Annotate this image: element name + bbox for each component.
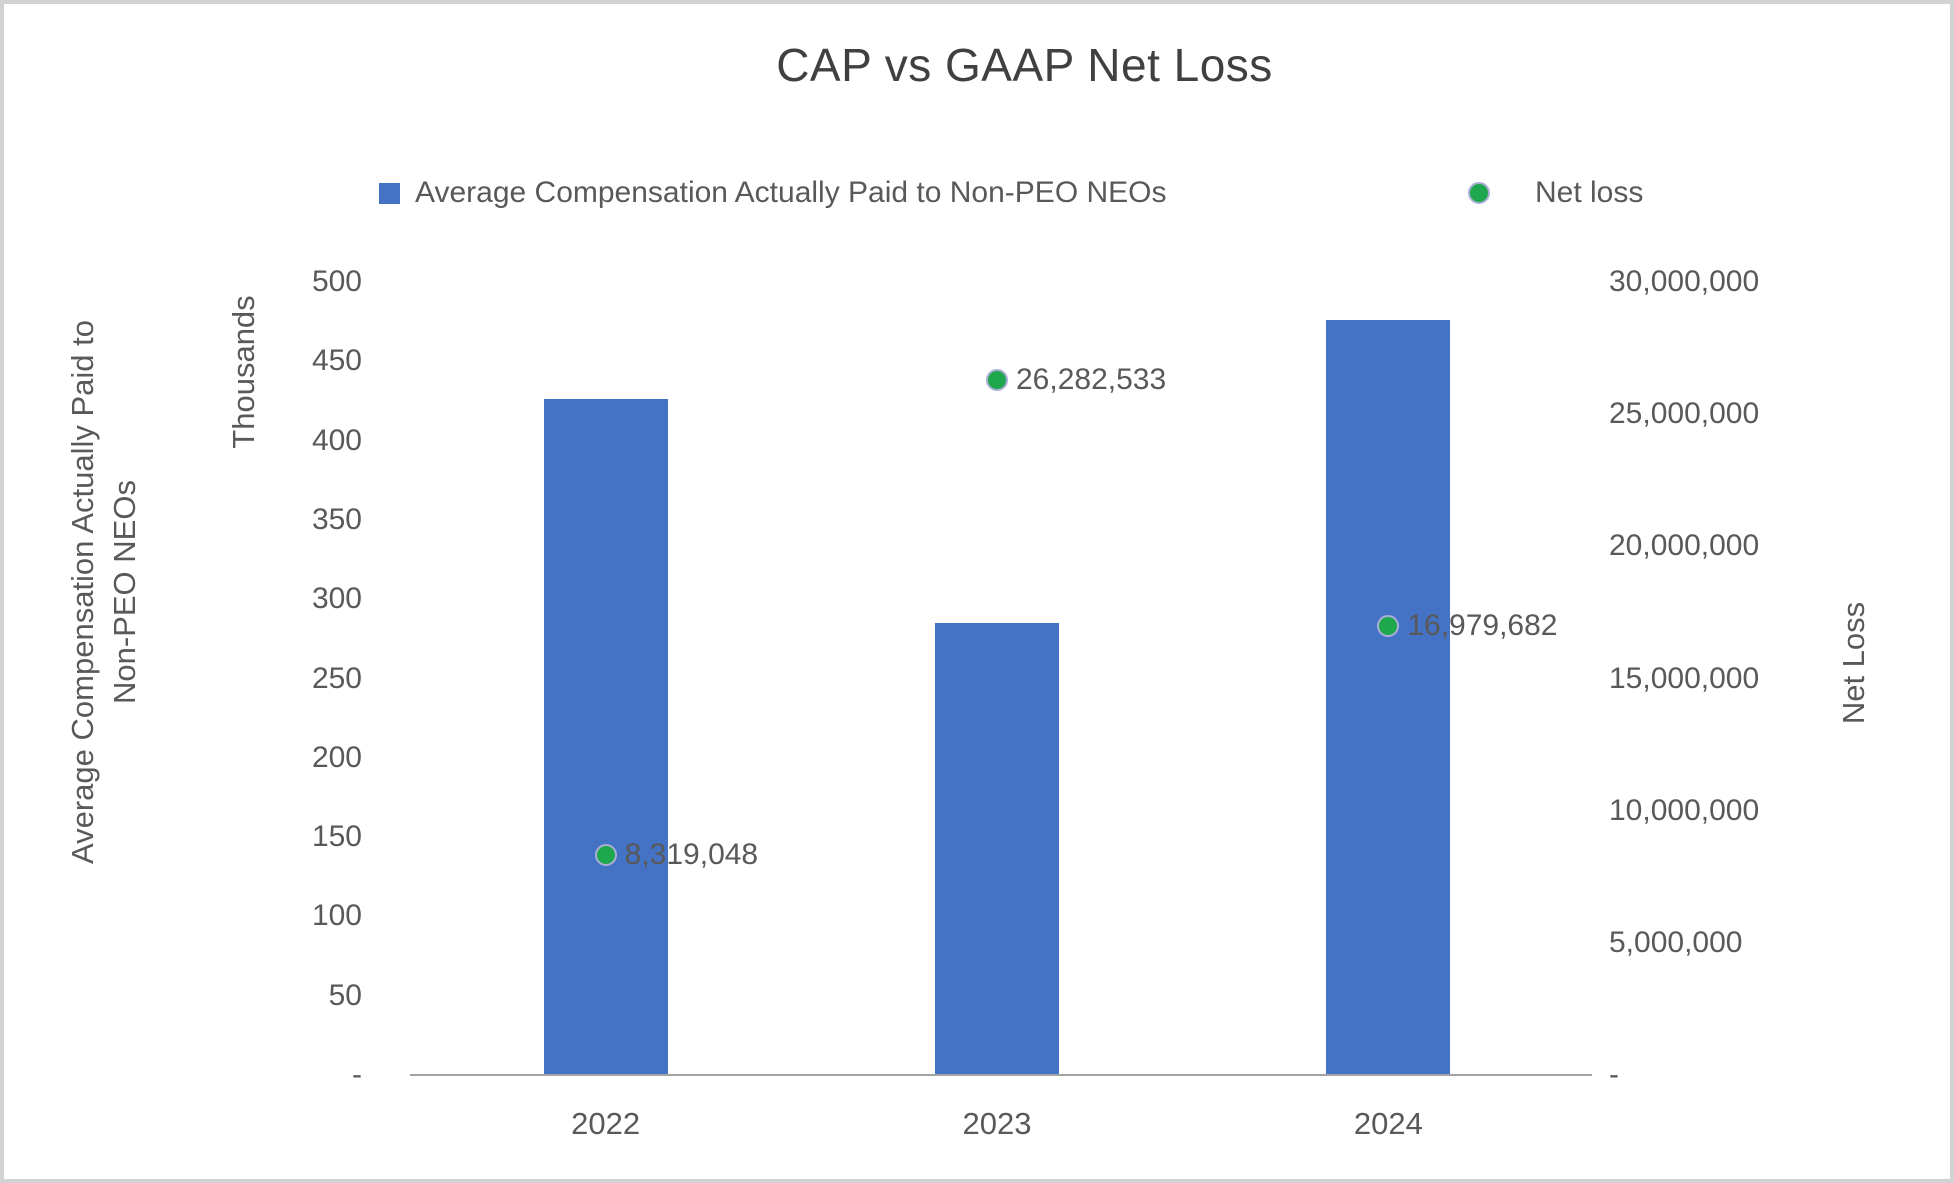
x-axis-label-2023: 2023 xyxy=(962,1106,1032,1141)
x-axis-label-2024: 2024 xyxy=(1353,1106,1423,1141)
left-axis-tick: 300 xyxy=(311,582,362,616)
bar-2024 xyxy=(1326,320,1451,1075)
left-axis-title: Average Compensation Actually Paid to No… xyxy=(62,187,146,997)
chart-title: CAP vs GAAP Net Loss xyxy=(776,39,1273,91)
right-axis-tick: - xyxy=(1609,1058,1619,1091)
x-axis-line xyxy=(410,1074,1592,1076)
right-axis-tick: 20,000,000 xyxy=(1609,529,1760,563)
left-axis-tick: 100 xyxy=(311,899,362,933)
left-axis-tick: 400 xyxy=(311,423,362,457)
right-axis-title: Net Loss xyxy=(1836,601,1871,725)
left-axis-tick: 250 xyxy=(311,661,362,695)
legend-dot-swatch xyxy=(1468,182,1490,204)
net-loss-data-label: 8,319,048 xyxy=(624,838,759,872)
net-loss-data-label: 26,282,533 xyxy=(1016,363,1167,397)
legend-square-swatch xyxy=(379,182,400,204)
net-loss-data-label: 16,979,682 xyxy=(1407,609,1558,643)
left-axis-tick: 450 xyxy=(311,344,362,378)
right-axis-tick: 25,000,000 xyxy=(1609,397,1760,431)
bar-2023 xyxy=(935,622,1059,1075)
right-axis-tick: 5,000,000 xyxy=(1609,925,1743,959)
left-axis-tick: - xyxy=(352,1058,362,1091)
right-axis-tick: 30,000,000 xyxy=(1609,265,1760,298)
left-axis-tick: 50 xyxy=(328,978,362,1012)
legend-label-netloss: Net loss xyxy=(1535,176,1644,209)
left-axis-tick: 350 xyxy=(311,502,362,536)
net-loss-point-2024 xyxy=(1377,615,1400,638)
right-axis-tick: 10,000,000 xyxy=(1609,793,1760,827)
legend-item-netloss: Net loss xyxy=(1468,174,1643,212)
right-axis-tick: 15,000,000 xyxy=(1609,661,1760,695)
bar-2022 xyxy=(543,399,668,1075)
left-axis-title-line1: Average Compensation Actually Paid to xyxy=(65,320,100,864)
x-axis-label-2022: 2022 xyxy=(571,1106,641,1141)
legend-item-cap: Average Compensation Actually Paid to No… xyxy=(379,174,1167,212)
left-axis-tick: 200 xyxy=(311,740,362,774)
net-loss-point-2023 xyxy=(986,369,1008,392)
net-loss-point-2022 xyxy=(594,844,617,867)
left-axis-tick: 150 xyxy=(311,820,362,854)
legend-label-cap: Average Compensation Actually Paid to No… xyxy=(415,176,1167,209)
left-axis-tick: 500 xyxy=(311,265,362,298)
left-axis-title-line2: Non-PEO NEOs xyxy=(107,480,142,704)
